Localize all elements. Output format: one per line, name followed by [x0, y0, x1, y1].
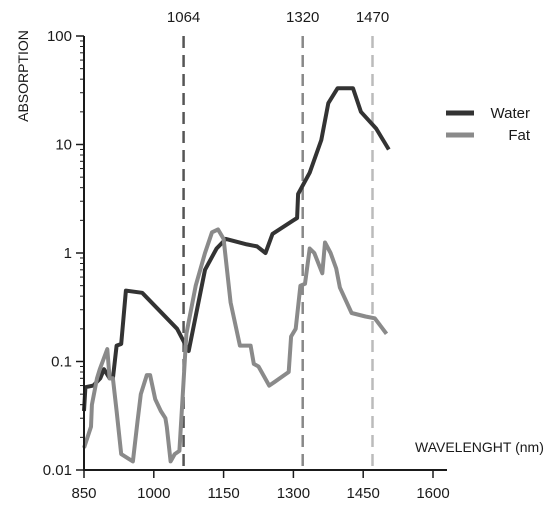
series-line-water	[82, 86, 391, 412]
legend-label-water: Water	[491, 105, 530, 122]
y-tick-label: 0.01	[43, 462, 72, 479]
y-tick-label: 100	[47, 28, 72, 45]
y-tick-label: 1	[64, 245, 72, 262]
reference-label-1470: 1470	[356, 9, 389, 26]
x-tick-label: 1450	[347, 485, 380, 502]
y-ticks: 0.01 0.1 1 10 100	[43, 28, 84, 479]
x-tick-label: 1300	[277, 485, 310, 502]
x-axis-title: WAVELENGHT (nm)	[415, 439, 544, 455]
x-tick-label: 1150	[207, 485, 239, 502]
x-tick-label: 850	[71, 485, 96, 502]
y-axis-title: ABSORPTION	[15, 30, 31, 122]
reference-lines: 1064 1320 1470	[167, 9, 389, 470]
y-tick-label: 0.1	[51, 354, 72, 371]
legend-label-fat: Fat	[508, 127, 531, 144]
series-line-fat	[82, 227, 389, 464]
reference-label-1320: 1320	[286, 9, 319, 26]
reference-label-1064: 1064	[167, 9, 200, 26]
legend: Water Fat	[446, 105, 531, 144]
series-layer	[82, 86, 391, 464]
y-tick-label: 10	[55, 137, 72, 154]
x-tick-label: 1600	[416, 485, 449, 502]
x-tick-label: 1000	[137, 485, 170, 502]
x-ticks: 850 1000 1150 1300 1450 1600	[71, 470, 450, 502]
